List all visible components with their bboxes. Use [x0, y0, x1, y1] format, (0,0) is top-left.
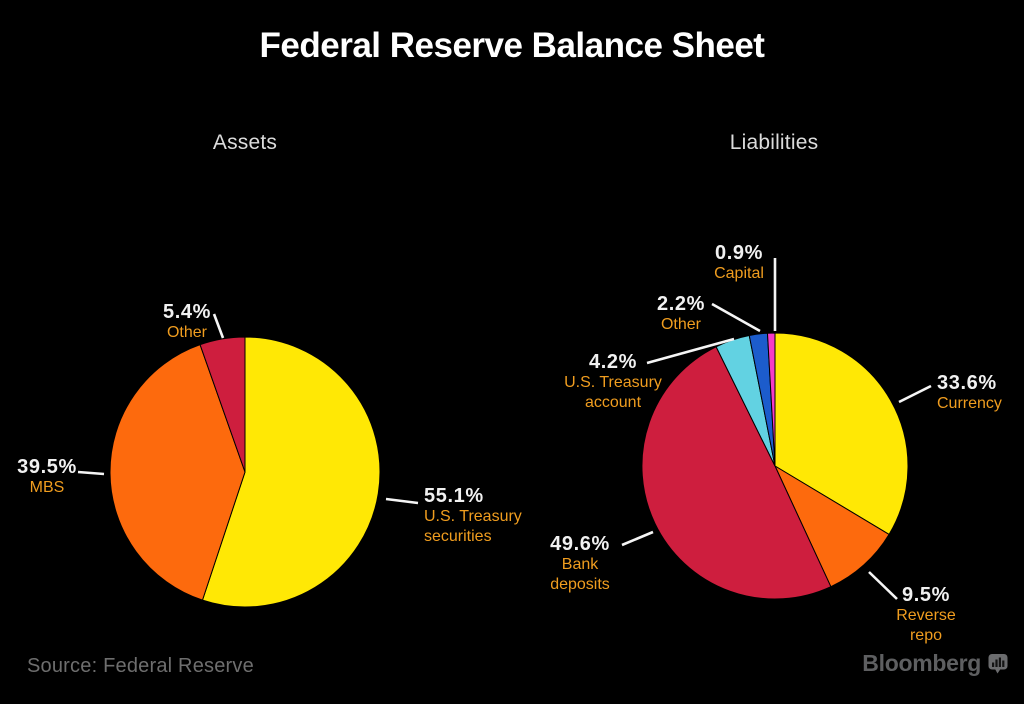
bar-chart-bubble-icon — [988, 653, 1008, 674]
slice-pct-label: 9.5% — [901, 584, 950, 606]
slice-pct-label: 33.6% — [937, 372, 997, 394]
pie-assets-slice-mbs — [109, 344, 246, 601]
slice-name-label: deposits — [550, 575, 610, 593]
pie-liabilities-slice-capital — [766, 332, 776, 467]
source-note: Source: Federal Reserve — [27, 655, 254, 677]
slice-name-label: Currency — [937, 395, 1002, 412]
annotation-assets-other: 5.4% Other — [163, 301, 211, 343]
slice-pct-label: 55.1% — [424, 485, 484, 507]
bloomberg-logo: Bloomberg — [862, 650, 1008, 677]
pie-liabilities-slice-currency — [774, 332, 909, 536]
slice-name-label: account — [584, 393, 642, 411]
leader-line-reverse-repo — [868, 571, 898, 600]
pie-assets-slice-other — [199, 336, 246, 473]
slice-name-label: Bank — [561, 556, 599, 573]
slice-name-label: Reverse — [896, 607, 956, 624]
slice-name-label: Other — [166, 324, 207, 341]
annotation-liabilities-capital: 0.9% Capital — [714, 242, 764, 284]
leader-line-bank-deposits — [621, 530, 654, 547]
slice-name-label: Other — [660, 316, 701, 333]
slice-name-label: MBS — [29, 479, 65, 496]
annotation-assets-u-s-treasury-securities: 55.1% U.S. Treasury securities — [424, 485, 522, 546]
slice-pct-label: 0.9% — [715, 242, 763, 264]
slice-pct-label: 39.5% — [17, 456, 77, 478]
annotation-liabilities-reverse-repo: 9.5% Reverse repo — [896, 584, 956, 645]
pie-liabilities-slice-reverse-repo — [773, 464, 890, 588]
slice-pct-label: 2.2% — [657, 293, 705, 315]
leader-line-u-s-treasury-securities — [385, 497, 419, 505]
leader-line-other — [212, 313, 225, 339]
slice-pct-label: 49.6% — [550, 533, 610, 555]
annotation-liabilities-currency: 33.6% Currency — [937, 372, 1002, 414]
liabilities-pie-title: Liabilities — [729, 131, 819, 154]
slice-name-label: Capital — [714, 265, 764, 282]
slice-name-label: securities — [424, 527, 492, 545]
slice-name-label: U.S. Treasury — [424, 508, 522, 525]
annotation-liabilities-bank-deposits: 49.6% Bank deposits — [550, 533, 610, 594]
page-title: Federal Reserve Balance Sheet — [259, 26, 765, 65]
assets-pie-title: Assets — [212, 131, 278, 154]
leader-line-u-s-treasury-account — [646, 337, 735, 365]
leader-line-mbs — [77, 470, 105, 476]
annotation-liabilities-u-s-treasury-account: 4.2% U.S. Treasury account — [564, 351, 662, 412]
slice-pct-label: 4.2% — [589, 351, 637, 373]
annotation-assets-mbs: 39.5% MBS — [17, 456, 77, 498]
pie-assets-slice-u-s-treasury-securities — [201, 336, 381, 608]
slice-pct-label: 5.4% — [163, 301, 211, 323]
slice-name-label: U.S. Treasury — [564, 374, 662, 391]
annotation-liabilities-other: 2.2% Other — [657, 293, 705, 335]
leader-line-other — [711, 302, 761, 333]
slice-name-label: repo — [909, 626, 943, 644]
leader-line-currency — [898, 384, 932, 404]
pie-liabilities-slice-bank-deposits — [641, 346, 832, 600]
bloomberg-logo-text: Bloomberg — [862, 650, 981, 676]
